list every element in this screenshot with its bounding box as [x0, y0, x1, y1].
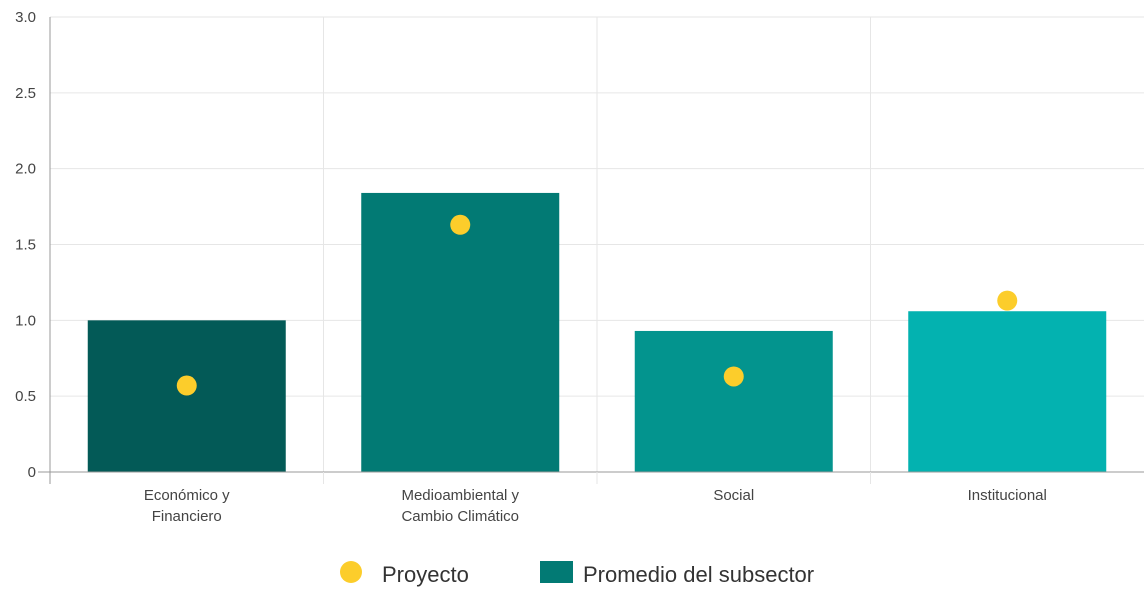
x-tick-label: Social: [713, 487, 754, 504]
bar: [908, 311, 1107, 472]
bars-layer: [87, 192, 1107, 472]
x-tick-label: Económico y Financiero: [144, 487, 230, 525]
axis-layer: [38, 17, 1144, 484]
legend-proyecto-label: Proyecto: [382, 562, 469, 587]
x-tick-label: Institucional: [968, 487, 1047, 504]
legend-proyecto-marker: [340, 561, 362, 583]
y-tick-label: 1.5: [15, 237, 36, 254]
y-axis-ticks: 0 0.5 1.0 1.5 2.0 2.5 3.0: [15, 9, 36, 481]
points-layer: [176, 214, 1018, 396]
y-tick-label: 0: [28, 464, 36, 481]
legend-promedio-label: Promedio del subsector: [583, 562, 814, 587]
y-tick-label: 2.5: [15, 85, 36, 102]
x-tick-label-line: Cambio Climático: [401, 508, 519, 525]
x-tick-label-line: Medioambiental y: [401, 487, 519, 504]
y-tick-label: 0.5: [15, 388, 36, 405]
project-point: [176, 375, 197, 396]
x-tick-label-line: Financiero: [152, 508, 222, 525]
x-tick-label: Medioambiental y Cambio Climático: [401, 487, 519, 525]
bar: [634, 330, 833, 472]
project-point: [723, 366, 744, 387]
bar: [87, 320, 286, 472]
x-tick-label-line: Institucional: [968, 487, 1047, 504]
y-tick-label: 1.0: [15, 312, 36, 329]
project-point: [450, 214, 471, 235]
y-tick-label: 3.0: [15, 9, 36, 26]
bar: [361, 192, 560, 472]
legend-promedio-marker: [540, 561, 573, 583]
x-axis-ticks: Económico y Financiero Medioambiental y Cam…: [144, 487, 1047, 525]
x-tick-label-line: Económico y: [144, 487, 230, 504]
legend: Proyecto Promedio del subsector: [340, 561, 814, 587]
y-tick-label: 2.0: [15, 161, 36, 178]
x-tick-label-line: Social: [713, 487, 754, 504]
project-point: [997, 290, 1018, 311]
